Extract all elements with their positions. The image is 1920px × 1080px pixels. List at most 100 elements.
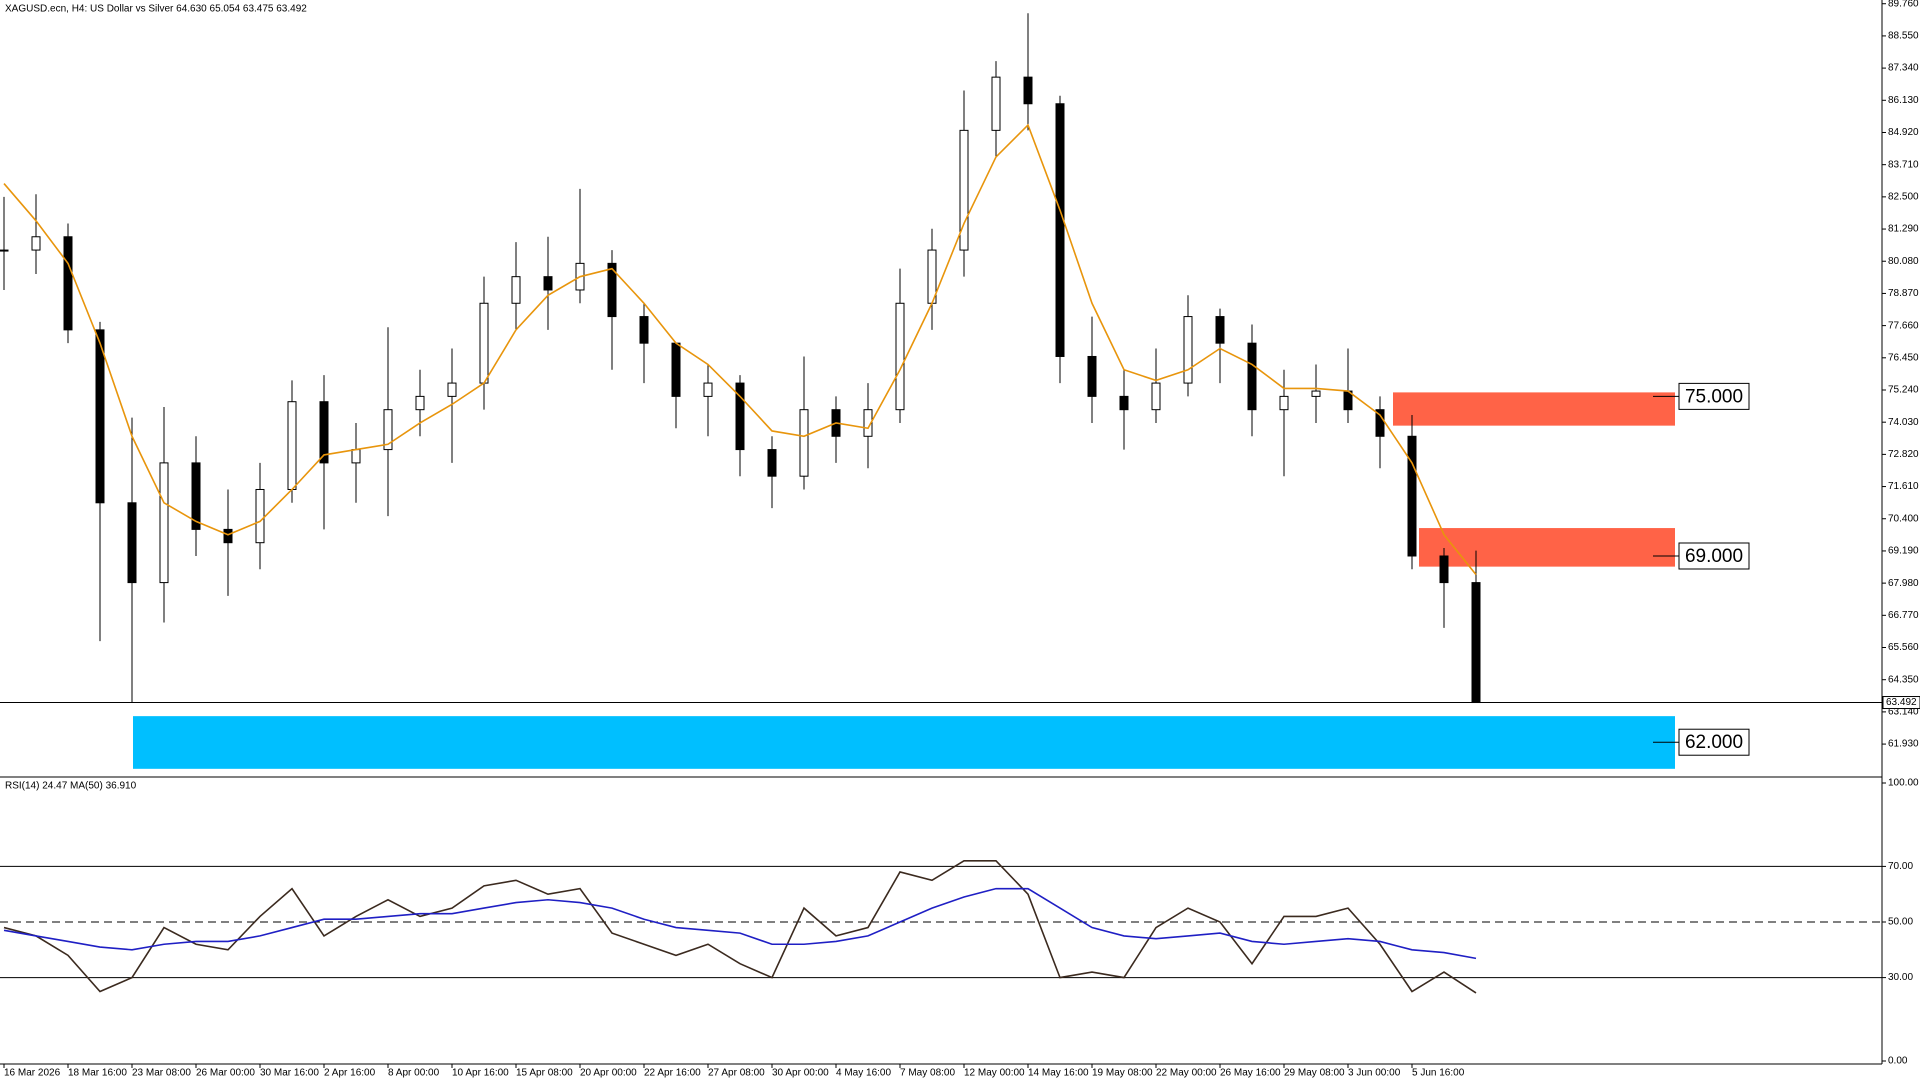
y-tick-label: 80.080 [1888, 256, 1919, 267]
rsi-ma-line [3, 887, 1477, 960]
y-tick-label: 30.00 [1888, 972, 1913, 983]
rsi-line [3, 860, 1477, 994]
x-tick-label: 26 May 16:00 [1220, 1068, 1281, 1079]
candle-body [351, 449, 361, 464]
y-tick-label: 84.920 [1888, 127, 1919, 138]
x-tick-label: 14 May 16:00 [1028, 1068, 1089, 1079]
rsi-title: RSI(14) 24.47 MA(50) 36.910 [5, 781, 137, 792]
y-tick-label: 81.290 [1888, 224, 1919, 235]
candle-body [1407, 435, 1417, 557]
candle-body [1119, 395, 1129, 411]
x-tick-label: 23 Mar 08:00 [132, 1068, 191, 1079]
candle-body [1087, 355, 1097, 397]
zone-label: 69.000 [1685, 546, 1743, 567]
y-tick-label: 88.550 [1888, 31, 1919, 42]
candle-body [607, 262, 617, 318]
y-tick-label: 0.00 [1888, 1056, 1908, 1067]
zone [1419, 528, 1675, 567]
y-tick-label: 77.660 [1888, 320, 1919, 331]
y-tick-label: 67.980 [1888, 578, 1919, 589]
x-tick-label: 16 Mar 2026 [4, 1068, 61, 1079]
candle-body [671, 342, 681, 397]
candle-body [319, 401, 329, 464]
y-tick-label: 83.710 [1888, 159, 1919, 170]
last-price-label: 63.492 [1886, 697, 1917, 708]
y-tick-label: 74.030 [1888, 417, 1919, 428]
x-tick-label: 18 Mar 16:00 [68, 1068, 127, 1079]
y-tick-label: 65.560 [1888, 642, 1919, 653]
last-price-box [1882, 696, 1920, 710]
y-tick-label: 63.140 [1888, 707, 1919, 718]
x-tick-label: 15 Apr 08:00 [516, 1068, 573, 1079]
x-tick-label: 19 May 08:00 [1092, 1068, 1153, 1079]
x-tick-label: 26 Mar 00:00 [196, 1068, 255, 1079]
candle-body [735, 382, 745, 451]
x-tick-label: 5 Jun 16:00 [1412, 1068, 1465, 1079]
zone [1393, 392, 1675, 426]
y-tick-label: 76.450 [1888, 352, 1919, 363]
candle-body [415, 395, 425, 411]
x-tick-label: 29 May 08:00 [1284, 1068, 1345, 1079]
y-tick-label: 50.00 [1888, 917, 1913, 928]
candle-body [703, 382, 713, 397]
y-tick-label: 71.610 [1888, 481, 1919, 492]
x-tick-label: 12 May 00:00 [964, 1068, 1025, 1079]
y-tick-label: 72.820 [1888, 449, 1919, 460]
y-tick-label: 66.770 [1888, 610, 1919, 621]
candle-body [63, 236, 73, 331]
candle-body [863, 409, 873, 437]
y-tick-label: 64.350 [1888, 674, 1919, 685]
y-tick-label: 82.500 [1888, 192, 1919, 203]
candle-body [511, 276, 521, 304]
candle-body [895, 302, 905, 411]
candle-body [223, 528, 233, 544]
candle-body [479, 302, 489, 384]
candle-body [159, 462, 169, 584]
chart-title: XAGUSD.ecn, H4: US Dollar vs Silver 64.6… [5, 4, 307, 15]
candle-body [1055, 103, 1065, 357]
x-tick-label: 4 May 16:00 [836, 1068, 891, 1079]
candle-body [543, 276, 553, 291]
candle-body [767, 449, 777, 477]
y-tick-label: 70.00 [1888, 861, 1913, 872]
candle-body [383, 409, 393, 451]
zone-label-box [1678, 542, 1750, 570]
x-tick-label: 30 Apr 00:00 [772, 1068, 829, 1079]
candle-body [1247, 342, 1257, 411]
candle-body [1471, 582, 1481, 704]
candle-body [447, 382, 457, 397]
x-tick-label: 22 Apr 16:00 [644, 1068, 701, 1079]
x-tick-label: 20 Apr 00:00 [580, 1068, 637, 1079]
candle-body [1439, 555, 1449, 584]
x-tick-label: 3 Jun 00:00 [1348, 1068, 1401, 1079]
candle-body [991, 76, 1001, 131]
zone-label: 75.000 [1685, 386, 1743, 407]
x-tick-label: 30 Mar 16:00 [260, 1068, 319, 1079]
candle-body [1215, 316, 1225, 344]
candle-body [1279, 395, 1289, 411]
y-tick-label: 87.340 [1888, 63, 1919, 74]
zone-label-box [1678, 382, 1750, 410]
candle-body [127, 502, 137, 584]
candle-body [1151, 382, 1161, 411]
x-tick-label: 2 Apr 16:00 [324, 1068, 376, 1079]
y-tick-label: 69.190 [1888, 546, 1919, 557]
y-tick-label: 78.870 [1888, 288, 1919, 299]
moving-average [3, 123, 1477, 576]
x-tick-label: 27 Apr 08:00 [708, 1068, 765, 1079]
candle-body [799, 409, 809, 477]
candle-body [31, 236, 41, 251]
candle-body [1375, 409, 1385, 437]
candle-body [287, 401, 297, 490]
y-tick-label: 89.760 [1888, 0, 1919, 9]
candle-body [95, 329, 105, 504]
candle-body [1311, 390, 1321, 397]
x-tick-label: 22 May 00:00 [1156, 1068, 1217, 1079]
y-tick-label: 86.130 [1888, 95, 1919, 106]
candle-body [639, 316, 649, 344]
candle-body [959, 129, 969, 251]
y-tick-label: 61.930 [1888, 739, 1919, 750]
x-tick-label: 10 Apr 16:00 [452, 1068, 509, 1079]
